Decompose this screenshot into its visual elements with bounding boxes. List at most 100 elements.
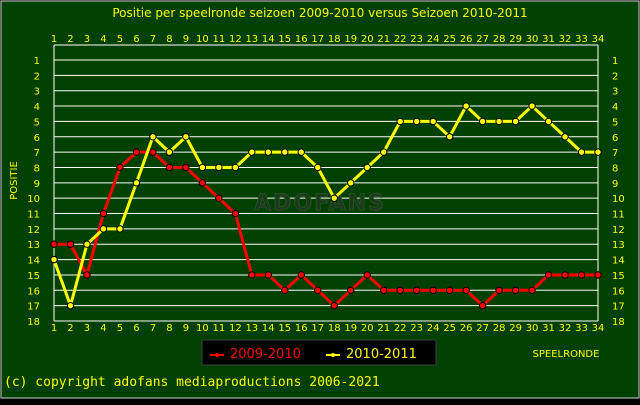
legend-swatch-marker	[215, 353, 219, 357]
x-tick-label-top: 29	[509, 34, 522, 45]
x-tick-label-top: 30	[526, 34, 539, 45]
x-tick-label-top: 27	[476, 34, 489, 45]
x-tick-label-bottom: 4	[100, 323, 106, 334]
x-tick-label-bottom: 17	[311, 323, 324, 334]
data-point-2010-2011	[149, 133, 157, 141]
legend: 2009-2010 2010-2011	[201, 339, 437, 366]
x-tick-label-bottom: 24	[427, 323, 440, 334]
x-tick-label-bottom: 30	[526, 323, 539, 334]
data-point-2010-2011	[264, 148, 273, 156]
y-tick-label-left: 11	[27, 210, 40, 221]
x-tick-label-top: 5	[117, 34, 123, 45]
data-point-2009-2010	[412, 286, 421, 294]
y-tick-label-left: 14	[27, 256, 40, 267]
data-point-2009-2010	[231, 209, 240, 218]
x-tick-label-top: 28	[493, 34, 506, 45]
data-point-2010-2011	[528, 102, 536, 110]
x-tick-label-bottom: 15	[278, 323, 291, 334]
x-tick-label-top: 16	[295, 34, 308, 45]
x-tick-label-bottom: 19	[344, 323, 357, 334]
x-tick-label-top: 19	[344, 34, 357, 45]
x-axis-label: SPEELRONDE	[533, 349, 600, 360]
data-point-2010-2011	[66, 301, 75, 310]
data-point-2009-2010	[528, 286, 536, 294]
x-tick-label-top: 9	[183, 34, 189, 45]
y-tick-label-left: 6	[34, 133, 40, 144]
y-tick-label-right: 5	[612, 117, 618, 128]
data-point-2009-2010	[149, 148, 157, 156]
data-point-2009-2010	[396, 286, 404, 294]
x-tick-label-top: 2	[67, 34, 73, 45]
y-tick-label-right: 2	[612, 71, 618, 82]
watermark: ADOFANS	[254, 191, 386, 216]
y-tick-label-left: 10	[27, 194, 40, 205]
x-tick-label-bottom: 5	[117, 323, 123, 334]
x-tick-label-bottom: 2	[67, 323, 73, 334]
data-point-2010-2011	[50, 255, 58, 264]
data-point-2009-2010	[50, 240, 58, 248]
data-point-2009-2010	[379, 286, 388, 294]
y-tick-label-left: 9	[34, 179, 40, 190]
data-point-2009-2010	[462, 286, 470, 294]
data-point-2009-2010	[66, 240, 75, 248]
y-tick-label-left: 15	[27, 271, 40, 282]
data-point-2010-2011	[132, 179, 141, 187]
data-point-2009-2010	[198, 179, 207, 187]
y-tick-label-left: 3	[34, 87, 40, 98]
data-point-2009-2010	[314, 286, 322, 294]
x-tick-label-top: 24	[427, 34, 440, 45]
x-tick-label-top: 12	[229, 34, 242, 45]
data-point-2010-2011	[198, 163, 207, 172]
data-point-2010-2011	[396, 117, 404, 126]
x-tick-label-top: 34	[592, 34, 605, 45]
data-point-2009-2010	[429, 286, 437, 294]
data-point-2009-2010	[83, 271, 91, 279]
y-tick-label-right: 8	[612, 163, 618, 174]
data-point-2009-2010	[495, 286, 503, 294]
data-point-2010-2011	[412, 117, 421, 126]
x-tick-label-bottom: 16	[295, 323, 308, 334]
y-tick-label-right: 12	[612, 225, 625, 236]
x-tick-label-top: 26	[460, 34, 473, 45]
x-tick-label-top: 15	[278, 34, 291, 45]
data-point-2009-2010	[561, 271, 569, 279]
y-tick-label-left: 1	[34, 56, 40, 67]
data-point-2009-2010	[511, 286, 520, 294]
x-tick-label-bottom: 32	[559, 323, 572, 334]
y-tick-label-right: 17	[612, 302, 625, 313]
data-point-2009-2010	[577, 271, 586, 279]
chart-title: Positie per speelronde seizoen 2009-2010…	[112, 6, 527, 20]
data-point-2009-2010	[165, 163, 174, 172]
x-tick-label-top: 18	[328, 34, 341, 45]
x-tick-label-bottom: 12	[229, 323, 242, 334]
x-tick-label-top: 7	[150, 34, 156, 45]
x-tick-label-top: 3	[84, 34, 90, 45]
x-tick-label-top: 6	[133, 34, 139, 45]
x-tick-label-bottom: 34	[592, 323, 605, 334]
x-tick-label-bottom: 29	[509, 323, 522, 334]
data-point-2009-2010	[330, 301, 338, 310]
x-tick-label-bottom: 7	[150, 323, 156, 334]
x-tick-label-top: 33	[575, 34, 588, 45]
y-tick-label-right: 16	[612, 286, 625, 297]
x-tick-label-top: 31	[542, 34, 555, 45]
x-tick-label-bottom: 9	[183, 323, 189, 334]
y-tick-label-right: 14	[612, 256, 625, 267]
y-tick-label-left: 17	[27, 302, 40, 313]
x-tick-label-bottom: 21	[377, 323, 390, 334]
x-tick-label-top: 14	[262, 34, 275, 45]
x-tick-label-top: 21	[377, 34, 390, 45]
data-point-2010-2011	[182, 133, 190, 141]
data-point-2010-2011	[462, 102, 470, 110]
legend-label: 2010-2011	[346, 347, 417, 362]
y-tick-label-right: 7	[612, 148, 618, 159]
x-tick-label-top: 22	[394, 34, 407, 45]
y-tick-label-left: 16	[27, 286, 40, 297]
data-point-2009-2010	[264, 271, 273, 279]
y-tick-label-left: 4	[34, 102, 40, 113]
data-point-2010-2011	[281, 148, 289, 156]
x-tick-label-bottom: 13	[245, 323, 258, 334]
y-tick-label-left: 12	[27, 225, 40, 236]
data-point-2009-2010	[215, 194, 223, 202]
